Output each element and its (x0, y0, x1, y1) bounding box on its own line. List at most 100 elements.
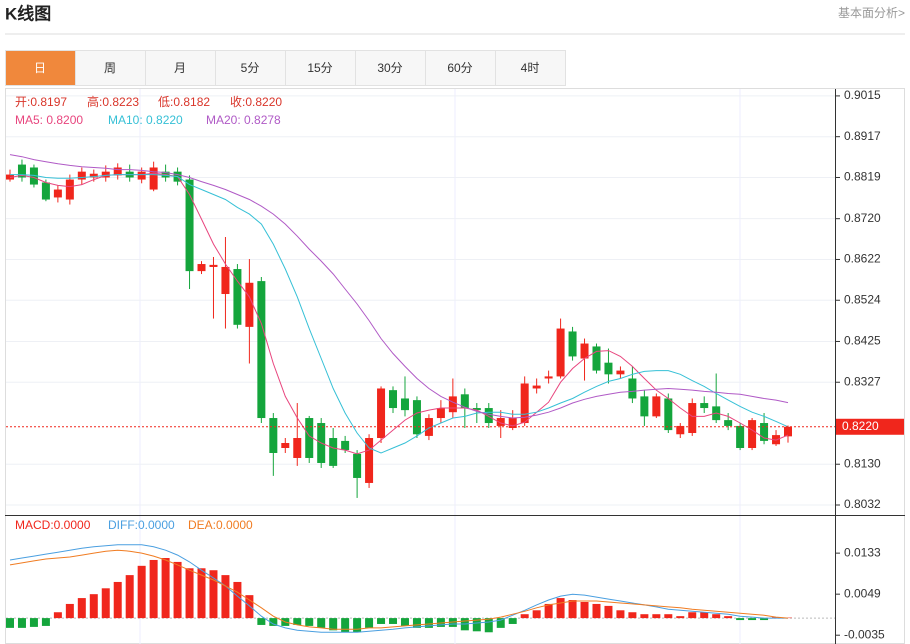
macd-bar (760, 618, 769, 621)
macd-bar (17, 618, 26, 628)
candle-body (412, 400, 421, 435)
macd-bar (113, 581, 122, 619)
candle-body (424, 418, 433, 436)
macd-bar (616, 610, 625, 619)
macd-bar (6, 618, 14, 628)
macd-bar (472, 618, 481, 632)
tab[interactable] (425, 50, 496, 86)
tab-label[interactable]: 日 (34, 61, 46, 75)
macd-bar (101, 588, 110, 619)
macd-bar (41, 618, 50, 626)
macd-bar (652, 614, 661, 619)
candle-body (197, 264, 206, 272)
candle-body (496, 418, 505, 426)
tab-label[interactable]: 周 (104, 61, 116, 75)
candle-body (281, 443, 290, 448)
ohlc-stat: 开:0.8197 (15, 95, 67, 109)
macd-bar (532, 610, 541, 619)
y-tick-label: 0.8720 (844, 211, 881, 225)
y-tick-label: 0.9015 (844, 88, 881, 102)
macd-bar (53, 612, 62, 619)
tab-label[interactable]: 60分 (447, 61, 472, 75)
tab-label[interactable]: 4时 (521, 61, 540, 75)
macd-bar (748, 618, 757, 621)
legend-entry: MA10: 0.8220 (108, 113, 183, 127)
candle-body (736, 425, 745, 448)
candle-body (29, 167, 38, 185)
candle-body (592, 346, 601, 371)
tab[interactable] (495, 50, 566, 86)
y-tick-label: 0.8917 (844, 129, 881, 143)
tab[interactable] (215, 50, 286, 86)
candle-body (329, 438, 338, 466)
tab[interactable] (145, 50, 216, 86)
tab-label[interactable]: 5分 (241, 61, 260, 75)
macd-bar (89, 594, 98, 619)
tab-label[interactable]: 30分 (377, 61, 402, 75)
candle-body (221, 266, 230, 295)
macd-bar (221, 575, 230, 619)
macd-bar (161, 558, 170, 619)
candle-body (436, 408, 445, 419)
candle-body (556, 328, 565, 377)
macd-bar (77, 598, 86, 619)
indicator-line (9, 544, 788, 633)
macd-bar (604, 605, 613, 619)
indicator-line (10, 174, 789, 454)
y-tick-label: 0.8622 (844, 252, 881, 266)
candle-body (377, 388, 386, 439)
legend-entry: DEA:0.0000 (188, 518, 253, 532)
macd-bar (65, 603, 74, 619)
macd-bar (544, 603, 553, 619)
macd-bar (389, 618, 398, 624)
macd-bar (640, 614, 649, 619)
last-price-label: 0.8220 (842, 419, 879, 433)
macd-bar (245, 595, 254, 619)
candle-body (628, 378, 637, 399)
indicator-line (9, 154, 789, 419)
macd-bar (556, 598, 565, 619)
candle-body (724, 420, 733, 426)
y-tick-label: 0.0049 (844, 586, 881, 600)
ohlc-stat: 高:0.8223 (87, 94, 139, 109)
candle-body (245, 282, 254, 327)
candle-body (389, 390, 398, 409)
y-tick-label: -0.0035 (844, 627, 885, 641)
candle-body (688, 403, 697, 434)
tab[interactable] (5, 50, 76, 86)
candle-body (748, 420, 757, 448)
macd-bar (257, 618, 266, 625)
candle-body (664, 398, 673, 431)
legend-entry: DIFF:0.0000 (108, 518, 175, 532)
candle-body (305, 418, 314, 458)
candle-body (185, 179, 194, 272)
candle-body (365, 438, 374, 483)
tab[interactable] (285, 50, 356, 86)
candle-body (149, 167, 158, 190)
macd-bar (209, 570, 218, 619)
candle-body (472, 408, 481, 411)
candle-body (640, 396, 649, 417)
macd-bar (353, 618, 362, 633)
candle-body (400, 398, 409, 411)
candle-body (17, 164, 26, 178)
candle-body (484, 408, 493, 424)
candle-body (41, 182, 50, 200)
y-tick-label: 0.8327 (844, 374, 881, 388)
candle-body (113, 167, 122, 176)
macd-bar (484, 618, 493, 633)
y-tick-label: 0.8130 (844, 456, 881, 470)
tab-label[interactable]: 月 (174, 61, 186, 75)
candle-body (784, 426, 792, 437)
legend-entry: MA5: 0.8200 (15, 113, 83, 127)
y-tick-label: 0.8524 (844, 292, 881, 306)
tab[interactable] (75, 50, 146, 86)
fundamental-link[interactable]: 基本面分析> (838, 6, 905, 20)
tab-label[interactable]: 15分 (307, 61, 332, 75)
candle-body (257, 281, 266, 419)
macd-bar (712, 614, 721, 619)
candle-body (89, 173, 98, 178)
candle-body (101, 171, 110, 178)
last-price-box (836, 418, 904, 435)
macd-bar (317, 618, 326, 628)
